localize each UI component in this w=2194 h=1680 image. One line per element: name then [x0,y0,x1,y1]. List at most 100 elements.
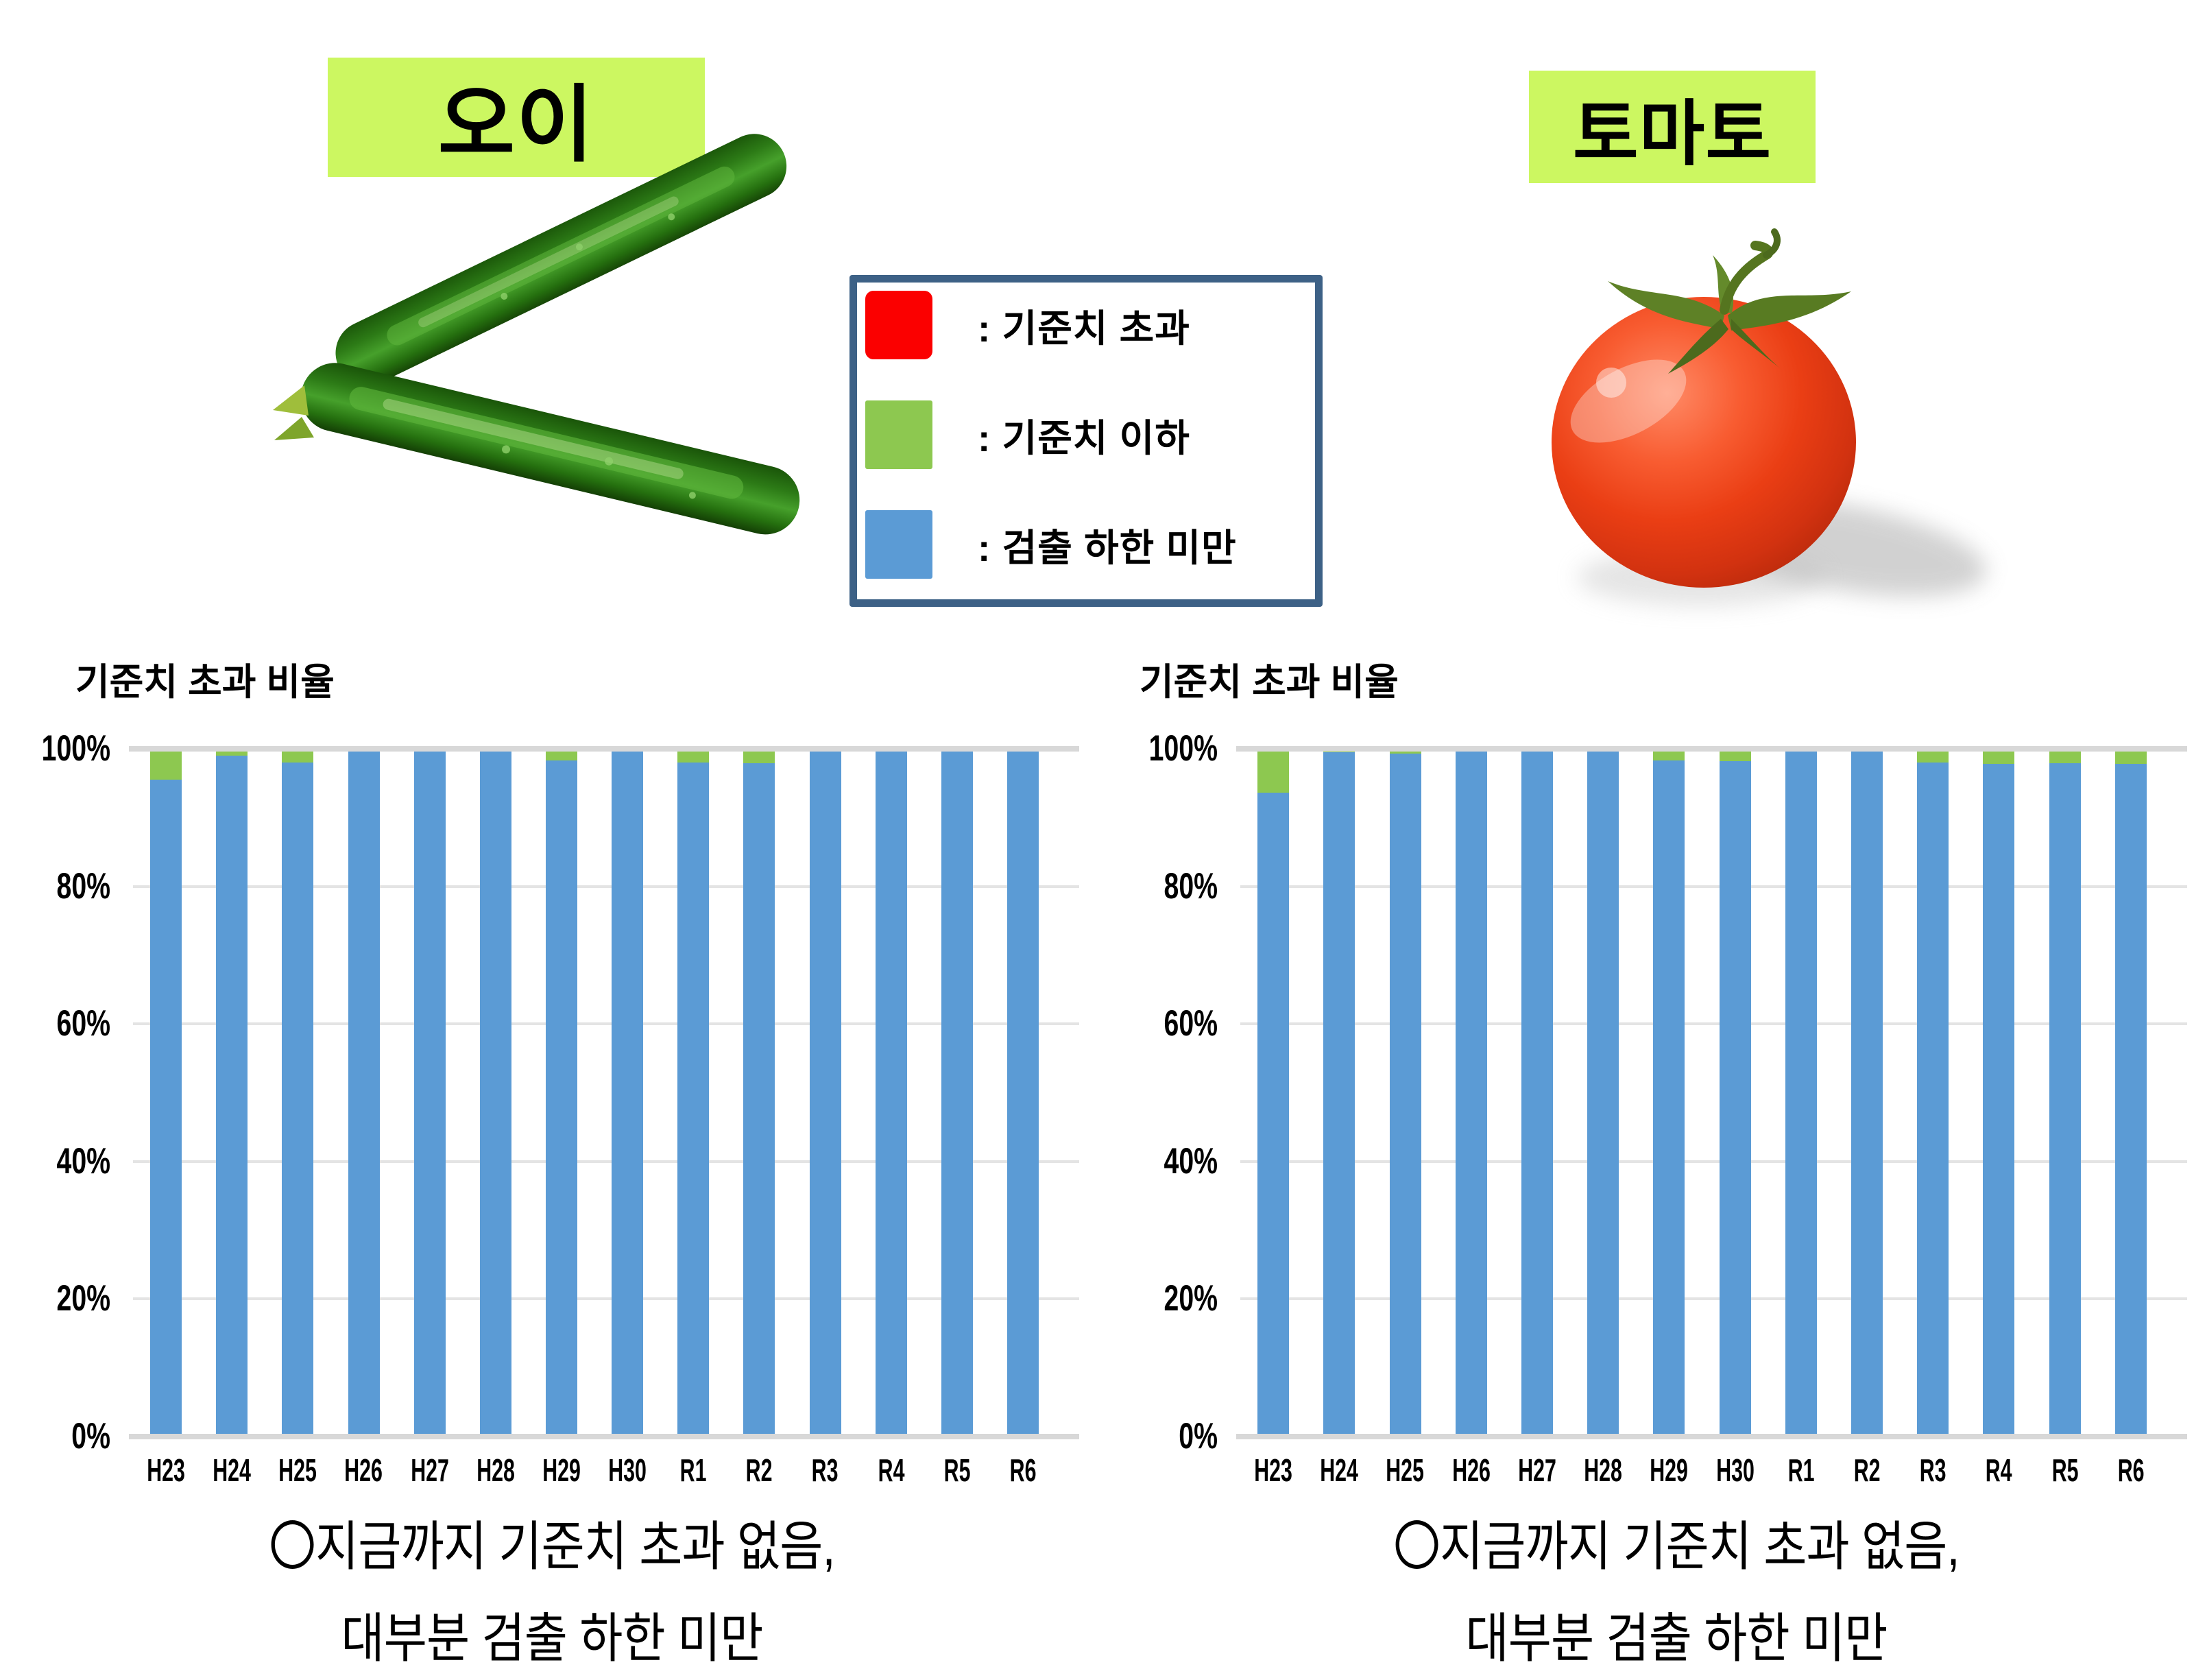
tomato-gloss-spot [1596,368,1626,398]
axis-line-0pct [1236,1434,2187,1439]
legend-item-exceeds-standard: : 기준치 초과 [857,291,1315,359]
bar-H23-검출 하한 미만 [1257,793,1290,1437]
bar-R2-검출 하한 미만 [1851,749,1883,1437]
bar-R5-검출 하한 미만 [941,749,973,1437]
axis-line-100pct [1236,746,2187,752]
gridline-20 [133,1297,1079,1301]
gridline-60 [1240,1022,2187,1026]
x-tick-H26: H26 [344,1452,383,1488]
gridline-80 [133,885,1079,888]
tomato-chart-title: 기준치 초과 비율 [1140,662,1399,703]
x-tick-R1: R1 [679,1452,707,1488]
x-tick-H24: H24 [1320,1452,1359,1488]
exceeds-standard-swatch [865,291,932,359]
x-tick-H28: H28 [476,1452,515,1488]
tomato-photo-image [1552,228,1987,606]
bar-R5-검출 하한 미만 [2049,763,2081,1437]
x-tick-H29: H29 [542,1452,581,1488]
bar-R4-검출 하한 미만 [1983,764,2015,1437]
x-tick-R1: R1 [1787,1452,1815,1488]
x-tick-R4: R4 [878,1452,905,1488]
bar-H23-기준치 이하 [150,749,182,780]
y-tick-20%: 20% [56,1278,110,1319]
y-tick-0%: 0% [71,1416,110,1456]
legend-item-below-standard: : 기준치 이하 [857,400,1315,469]
tomato-title-box: 토마토 [1529,71,1816,183]
cucumber-chart-title: 기준치 초과 비율 [75,662,335,703]
bar-H26-검출 하한 미만 [348,749,380,1437]
bar-H24-검출 하한 미만 [216,756,248,1437]
bar-H27-검출 하한 미만 [413,749,446,1437]
bar-R4-기준치 이하 [1983,749,2015,765]
gridline-40 [133,1160,1079,1163]
x-tick-R3: R3 [1919,1452,1946,1488]
bar-H23-기준치 이하 [1257,749,1290,793]
bar-R1-검출 하한 미만 [1785,749,1817,1437]
legend-label-exceeds-standard: : 기준치 초과 [978,307,1190,350]
bar-H29-기준치 이하 [1653,749,1685,761]
y-tick-0%: 0% [1179,1416,1218,1456]
bar-H24-검출 하한 미만 [1323,752,1355,1437]
bar-R6-기준치 이하 [2114,749,2147,765]
bar-H25-검출 하한 미만 [282,763,314,1437]
gridline-40 [1240,1160,2187,1163]
tomato-calyx [1608,228,1851,374]
y-tick-80%: 80% [56,865,110,907]
bar-H28-검출 하한 미만 [479,749,511,1437]
bar-R6-검출 하한 미만 [1006,749,1039,1437]
tomato-note: 〇지금까지 기준치 초과 없음, 대부분 검출 하한 미만 [1214,1500,2139,1680]
x-tick-R5: R5 [2051,1452,2079,1488]
x-tick-R6: R6 [1009,1452,1037,1488]
cucumber-photo-image [273,134,800,535]
bar-R1-기준치 이하 [677,749,710,763]
bar-H29-기준치 이하 [545,749,577,761]
bar-R2-검출 하한 미만 [743,763,775,1437]
y-tick-100%: 100% [1148,728,1218,769]
tomato-gloss [1570,359,1687,443]
bar-H30-검출 하한 미만 [1719,761,1751,1437]
bar-H26-검출 하한 미만 [1455,749,1487,1437]
bar-H29-검출 하한 미만 [1653,760,1685,1437]
bar-R6-검출 하한 미만 [2114,764,2147,1437]
bar-H25-기준치 이하 [282,749,314,763]
cucumber-stem-tip [273,385,309,416]
x-tick-H30: H30 [1715,1452,1755,1488]
legend-label-below-detection: : 검출 하한 미만 [978,527,1237,569]
bar-H29-검출 하한 미만 [545,760,577,1437]
legend-box: : 기준치 초과 : 기준치 이하 : 검출 하한 미만 [849,275,1323,607]
y-tick-100%: 100% [41,728,110,769]
bar-H25-검출 하한 미만 [1389,754,1421,1437]
x-tick-H24: H24 [213,1452,252,1488]
cucumber-note: 〇지금까지 기준치 초과 없음, 대부분 검출 하한 미만 [89,1500,1015,1680]
gridline-80 [1240,885,2187,888]
cucumber-upper [335,134,787,385]
tomato-note-line2: 대부분 검출 하한 미만 [1465,1608,1888,1668]
y-tick-20%: 20% [1164,1278,1218,1319]
legend-label-below-standard: : 기준치 이하 [978,417,1190,459]
x-tick-R6: R6 [2117,1452,2145,1488]
bar-R4-검출 하한 미만 [875,749,907,1437]
y-tick-40%: 40% [56,1140,110,1181]
x-tick-H25: H25 [1386,1452,1425,1488]
bar-H24-기준치 이하 [216,749,248,756]
bar-H30-기준치 이하 [1719,749,1751,762]
y-tick-60%: 60% [56,1003,110,1044]
axis-line-100pct [129,746,1079,752]
tomato-note-line1: 〇지금까지 기준치 초과 없음, [1393,1516,1960,1576]
tomato-body [1552,297,1856,588]
x-tick-H23: H23 [1254,1452,1292,1488]
x-tick-H29: H29 [1650,1452,1689,1488]
cucumber-note-line2: 대부분 검출 하한 미만 [341,1608,763,1668]
x-tick-H25: H25 [278,1452,317,1488]
bar-H28-검출 하한 미만 [1587,749,1619,1437]
cucumber-title-box: 오이 [328,58,705,177]
x-tick-R3: R3 [812,1452,839,1488]
axis-line-0pct [129,1434,1079,1439]
bar-R5-기준치 이하 [2049,749,2081,764]
cucumber-note-line1: 〇지금까지 기준치 초과 없음, [269,1516,835,1576]
bar-H27-검출 하한 미만 [1521,749,1553,1437]
x-tick-H28: H28 [1584,1452,1623,1488]
bar-H30-검출 하한 미만 [612,749,644,1437]
x-tick-H26: H26 [1451,1452,1491,1488]
